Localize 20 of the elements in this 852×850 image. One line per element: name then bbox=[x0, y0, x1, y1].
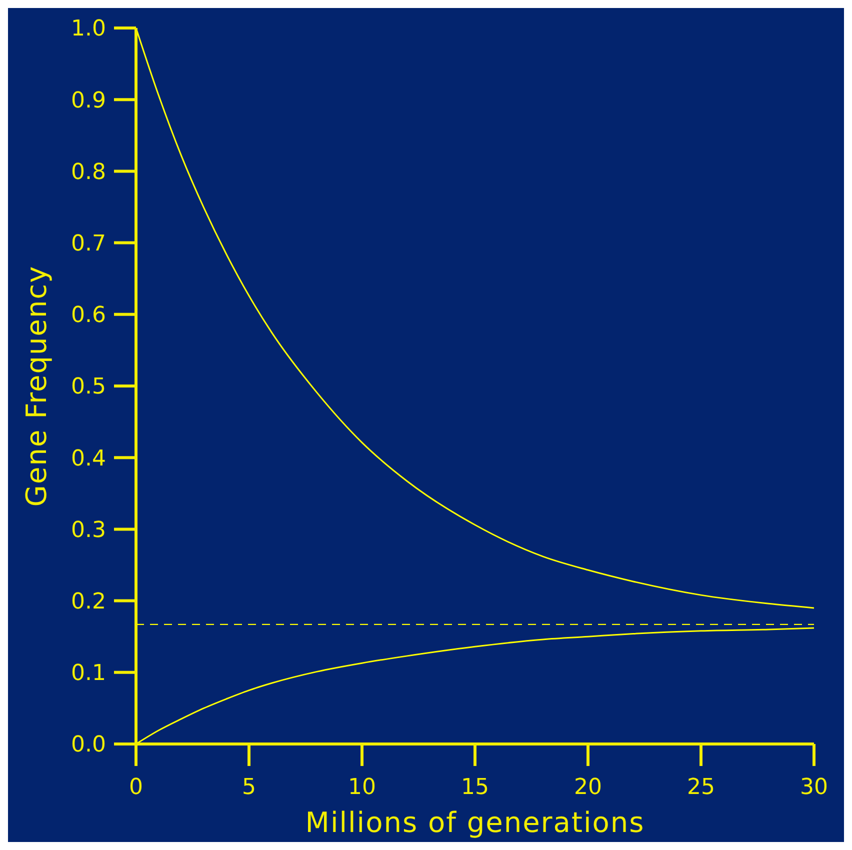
x-tick-label: 20 bbox=[574, 775, 602, 800]
x-tick-label: 5 bbox=[242, 775, 256, 800]
y-tick-label: 0.4 bbox=[71, 446, 106, 472]
x-tick-label: 10 bbox=[348, 775, 376, 800]
x-axis-title: Millions of generations bbox=[305, 806, 645, 839]
y-tick-label: 0.8 bbox=[71, 160, 106, 185]
y-tick-label: 0.7 bbox=[71, 232, 106, 256]
x-tick-label: 25 bbox=[687, 775, 715, 800]
y-tick-label: 0.6 bbox=[71, 303, 106, 328]
y-tick-label: 0.9 bbox=[71, 88, 106, 114]
y-tick-label: 0.0 bbox=[71, 732, 106, 758]
y-axis-title: Gene Frequency bbox=[20, 265, 53, 507]
x-tick-label: 0 bbox=[129, 775, 143, 800]
y-tick-label: 0.1 bbox=[71, 661, 106, 686]
x-tick-label: 15 bbox=[461, 775, 489, 800]
y-tick-label: 0.2 bbox=[71, 590, 106, 614]
y-tick-label: 0.3 bbox=[71, 518, 106, 543]
y-tick-label: 1.0 bbox=[71, 16, 106, 42]
y-tick-label: 0.5 bbox=[71, 374, 106, 400]
x-tick-label: 30 bbox=[800, 775, 828, 800]
